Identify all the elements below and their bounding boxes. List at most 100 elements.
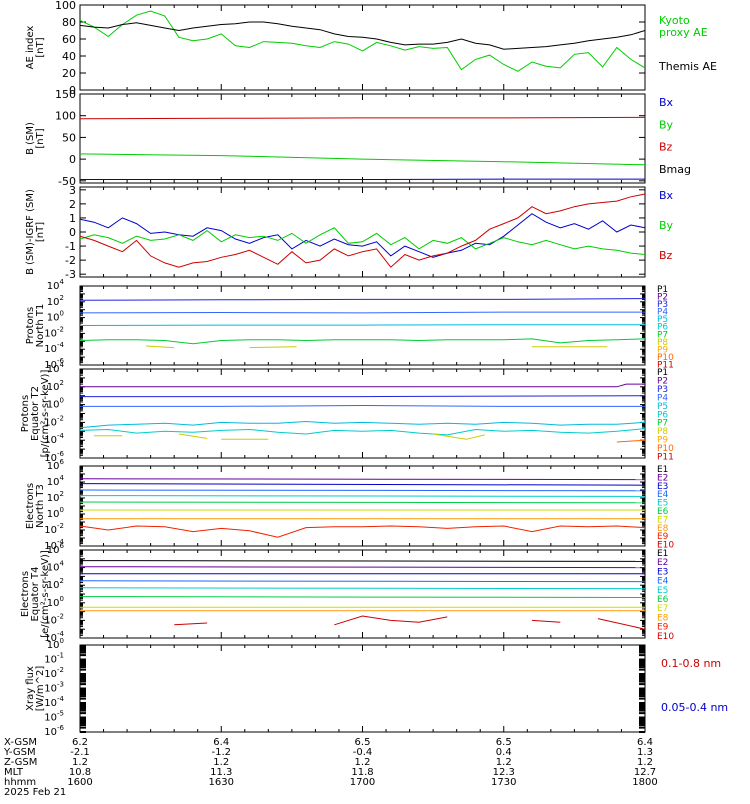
- series-line-p7: [80, 339, 645, 344]
- y-tick-label: 10-4: [44, 695, 64, 709]
- legend-label: Themis AE: [658, 60, 717, 73]
- y-tick-label: 60: [62, 33, 76, 46]
- y-tick-label: 3: [69, 184, 76, 197]
- series-line-p5: [80, 325, 645, 326]
- y-tick-exponent: 6: [60, 458, 65, 466]
- y-tick-exponent: -3: [57, 681, 64, 689]
- series-line-e1: [80, 561, 645, 562]
- panel-frame: [80, 94, 645, 183]
- series-line-p8: [179, 434, 207, 438]
- plot-date: 2025 Feb 21: [4, 787, 66, 798]
- y-tick-exponent: -5: [57, 710, 64, 718]
- y-axis-title: [nT]: [35, 128, 46, 148]
- series-line-p2: [80, 384, 645, 387]
- legend-label: 0.1-0.8 nm: [661, 657, 721, 670]
- y-tick-exponent: -4: [57, 695, 65, 703]
- legend-label: Bz: [659, 249, 673, 262]
- orbit-value: 1630: [209, 777, 234, 788]
- y-tick-label: 100: [47, 506, 64, 520]
- y-tick-label: 10-3: [44, 681, 64, 695]
- panel-frame: [80, 466, 645, 546]
- y-tick-exponent: 4: [60, 278, 65, 286]
- series-line-e6: [80, 597, 645, 598]
- panel-frame: [80, 645, 645, 732]
- series-line-e10: [532, 620, 560, 622]
- y-tick-exponent: 2: [60, 577, 64, 585]
- y-tick-exponent: -2: [57, 522, 64, 530]
- y-tick-label: 10-1: [44, 652, 64, 666]
- series-line-bz: [80, 117, 645, 118]
- y-tick-label: 10-5: [44, 710, 64, 724]
- legend-label: proxy AE: [659, 26, 708, 39]
- legend-label: By: [659, 118, 674, 131]
- y-axis-title: [nT]: [35, 222, 46, 242]
- y-tick-exponent: -6: [57, 724, 65, 732]
- y-tick-label: 10-2: [44, 666, 64, 680]
- y-axis-title: [p/(cm²-s-sr-keV)]: [40, 370, 51, 458]
- y-tick-label: 80: [62, 16, 76, 29]
- y-tick-exponent: 0: [60, 310, 64, 318]
- series-line-p8: [146, 346, 174, 348]
- series-line-p6: [80, 429, 645, 435]
- y-tick-exponent: 6: [60, 542, 65, 550]
- y-tick-exponent: -2: [57, 612, 64, 620]
- series-line-e2: [80, 479, 645, 480]
- legend-label: Bx: [659, 189, 674, 202]
- series-line-p8: [250, 347, 297, 348]
- y-tick-exponent: 4: [60, 474, 65, 482]
- y-axis-title: [e/(cm²-s-sr-keV)]: [40, 550, 51, 638]
- series-line-p10: [617, 440, 645, 442]
- y-tick-exponent: -2: [57, 414, 64, 422]
- y-tick-label: 100: [47, 310, 64, 324]
- legend-label: Bz: [659, 141, 673, 154]
- series-line-p4: [80, 312, 645, 313]
- orbit-value: 1800: [632, 777, 657, 788]
- series-line-kyoto-proxy-ae: [80, 11, 645, 71]
- y-tick-label: 40: [62, 50, 76, 63]
- series-line-e10: [174, 623, 207, 625]
- series-line-bz: [80, 194, 645, 267]
- y-tick-exponent: 0: [60, 637, 64, 645]
- series-line-e3: [80, 484, 645, 486]
- orbit-value: 1730: [491, 777, 516, 788]
- panel-frame: [80, 369, 645, 458]
- y-tick-label: -3: [65, 268, 76, 281]
- y-tick-exponent: 0: [60, 595, 64, 603]
- series-line-e2: [80, 567, 645, 568]
- y-tick-exponent: -2: [57, 325, 64, 333]
- y-tick-label: 102: [47, 294, 64, 308]
- y-tick-label: 10-4: [44, 341, 64, 355]
- y-axis-title: [nT]: [35, 37, 46, 57]
- panel-frame: [80, 550, 645, 638]
- y-tick-label: 100: [55, 110, 76, 123]
- y-tick-exponent: 2: [60, 490, 64, 498]
- legend-label: 0.05-0.4 nm: [661, 701, 728, 714]
- legend-label: E10: [657, 632, 674, 642]
- y-axis-title: North T1: [35, 304, 46, 348]
- y-tick-exponent: 0: [60, 397, 64, 405]
- y-tick-label: -2: [65, 254, 76, 267]
- y-tick-exponent: -6: [57, 450, 65, 458]
- series-line-p3: [80, 299, 645, 301]
- y-tick-label: 150: [55, 88, 76, 101]
- series-line-e10: [334, 616, 447, 625]
- series-line-e9: [80, 526, 645, 537]
- y-axis-title: [W/m^2]: [35, 666, 46, 712]
- legend-label: Bx: [659, 96, 674, 109]
- legend-label: By: [659, 219, 674, 232]
- y-tick-label: 20: [62, 67, 76, 80]
- y-tick-exponent: 2: [60, 294, 64, 302]
- panel-frame: [80, 5, 645, 90]
- series-line-bx: [80, 214, 645, 258]
- y-tick-label: 102: [47, 490, 64, 504]
- y-tick-label: 1: [69, 212, 76, 225]
- y-tick-exponent: -4: [57, 341, 65, 349]
